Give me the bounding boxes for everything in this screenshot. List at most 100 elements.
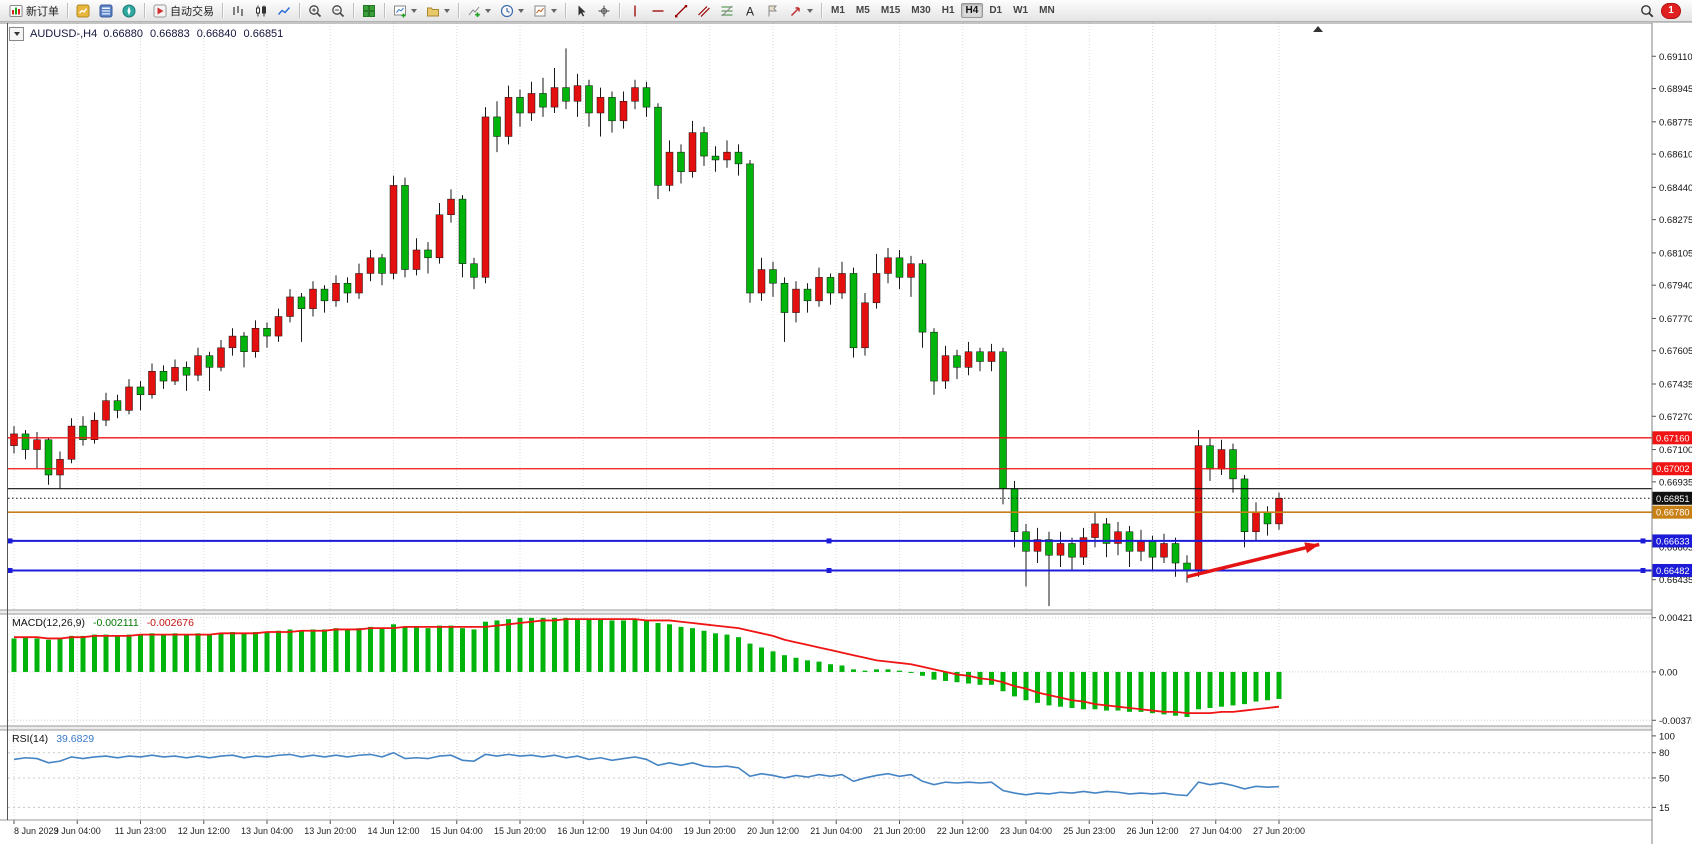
rsi-value: 39.6829: [56, 733, 95, 745]
chevron-down-icon: [13, 32, 20, 36]
line-chart-button[interactable]: [273, 1, 295, 21]
svg-text:0.68945: 0.68945: [1659, 84, 1692, 95]
arrow-annotation[interactable]: [1186, 542, 1320, 579]
zoom-in-button[interactable]: [304, 1, 326, 21]
timeframe-m15[interactable]: M15: [880, 5, 901, 16]
svg-text:21 Jun 20:00: 21 Jun 20:00: [873, 826, 925, 836]
search-button[interactable]: [1636, 1, 1658, 21]
autotrading-button[interactable]: 自动交易: [149, 1, 218, 21]
fibonacci-button[interactable]: [716, 1, 738, 21]
svg-text:26 Jun 12:00: 26 Jun 12:00: [1126, 826, 1178, 836]
svg-text:0.68105: 0.68105: [1659, 248, 1692, 259]
rsi-panel: [8, 752, 1652, 808]
panel-separator[interactable]: [0, 726, 1692, 730]
timeframe-w1[interactable]: W1: [1013, 5, 1029, 16]
ohlc-values: 0.66880 0.66883 0.66840 0.66851: [103, 28, 283, 40]
trendline-icon: [675, 4, 688, 17]
svg-text:15: 15: [1659, 803, 1670, 814]
line-handle[interactable]: [826, 538, 832, 544]
chart-shift-marker[interactable]: [1313, 26, 1323, 32]
timeframe-m1[interactable]: M1: [831, 5, 845, 16]
svg-text:19 Jun 04:00: 19 Jun 04:00: [620, 826, 672, 836]
zoom-out-button[interactable]: [327, 1, 349, 21]
new-chart-icon: [394, 5, 406, 17]
horizontal-line-button[interactable]: [647, 1, 669, 21]
svg-text:16 Jun 12:00: 16 Jun 12:00: [557, 826, 609, 836]
cursor-button[interactable]: [570, 1, 592, 21]
new-order-button[interactable]: 新订单: [5, 1, 63, 21]
rsi-name: RSI(14): [12, 733, 49, 745]
chart-background: [0, 23, 1692, 844]
svg-text:0.66935: 0.66935: [1659, 477, 1692, 488]
fibonacci-icon: [721, 5, 733, 16]
text-button[interactable]: A: [739, 1, 761, 21]
toolbar-separator: [384, 3, 385, 18]
svg-text:27 Jun 04:00: 27 Jun 04:00: [1190, 826, 1242, 836]
timeframe-m30[interactable]: M30: [911, 5, 931, 16]
autotrading-icon: [153, 4, 167, 17]
data-window-button[interactable]: [95, 1, 117, 21]
price-axis[interactable]: 0.69110 0.68945 0.68775 0.68610 0.68440 0.682…: [1651, 23, 1692, 844]
zoom-out-icon: [332, 4, 345, 17]
text-label-button[interactable]: [762, 1, 784, 21]
text-label-icon: [768, 5, 778, 16]
cursor-icon: [578, 5, 586, 16]
timeframe-m5[interactable]: M5: [855, 5, 870, 16]
vertical-line-button[interactable]: [624, 1, 646, 21]
templates-button[interactable]: [529, 1, 561, 21]
line-handle[interactable]: [7, 538, 13, 544]
one-click-trading-toggle[interactable]: [9, 27, 24, 41]
toolbar-separator: [144, 3, 145, 18]
svg-text:100: 100: [1659, 731, 1675, 742]
panel-separator[interactable]: [0, 610, 1692, 614]
channel-button[interactable]: [693, 1, 715, 21]
line-handle[interactable]: [1640, 567, 1646, 573]
svg-text:23 Jun 04:00: 23 Jun 04:00: [1000, 826, 1052, 836]
indicators-button[interactable]: [463, 1, 495, 21]
svg-text:0.67435: 0.67435: [1659, 380, 1692, 391]
arrows-button[interactable]: [785, 1, 817, 21]
bar-chart-button[interactable]: [227, 1, 249, 21]
timeframe-mn[interactable]: MN: [1039, 5, 1055, 16]
candlestick-series: [10, 48, 1283, 607]
svg-text:0.68440: 0.68440: [1659, 183, 1692, 194]
svg-text:0.66851: 0.66851: [1656, 494, 1690, 504]
text-icon: A: [746, 4, 754, 18]
new-order-button-label: 新订单: [26, 5, 59, 18]
svg-text:9 Jun 04:00: 9 Jun 04:00: [54, 826, 101, 836]
svg-text:80: 80: [1659, 748, 1670, 759]
periods-button[interactable]: [496, 1, 528, 21]
timeframe-d1[interactable]: D1: [989, 5, 1003, 16]
line-handle[interactable]: [826, 567, 832, 573]
svg-text:-0.003755: -0.003755: [1659, 716, 1692, 727]
crosshair-icon: [598, 5, 610, 16]
svg-text:13 Jun 04:00: 13 Jun 04:00: [241, 826, 293, 836]
arrows-icon: [790, 6, 800, 16]
toolbar-separator: [299, 3, 300, 18]
notification-badge[interactable]: 1: [1661, 2, 1681, 19]
profiles-button[interactable]: [422, 1, 454, 21]
line-handle[interactable]: [1640, 538, 1646, 544]
line-chart-icon: [277, 6, 291, 15]
horizontal-lines[interactable]: [7, 437, 1653, 573]
chevron-down-icon: [444, 8, 450, 13]
timeframe-h1[interactable]: H1: [941, 5, 955, 16]
svg-text:0.66603: 0.66603: [1659, 542, 1692, 553]
candlestick-chart-button[interactable]: [250, 1, 272, 21]
tile-windows-button[interactable]: [358, 1, 380, 21]
svg-text:0.68610: 0.68610: [1659, 150, 1692, 161]
svg-text:27 Jun 20:00: 27 Jun 20:00: [1253, 826, 1305, 836]
navigator-button[interactable]: [118, 1, 140, 21]
market-watch-button[interactable]: [72, 1, 94, 21]
channel-icon: [698, 5, 710, 17]
trendline-button[interactable]: [670, 1, 692, 21]
line-handle[interactable]: [7, 567, 13, 573]
crosshair-button[interactable]: [593, 1, 615, 21]
timeframe-h4[interactable]: H4: [960, 3, 984, 18]
svg-text:25 Jun 23:00: 25 Jun 23:00: [1063, 826, 1115, 836]
svg-text:14 Jun 12:00: 14 Jun 12:00: [367, 826, 419, 836]
new-chart-button[interactable]: [389, 1, 421, 21]
price-badge: [1652, 563, 1692, 577]
